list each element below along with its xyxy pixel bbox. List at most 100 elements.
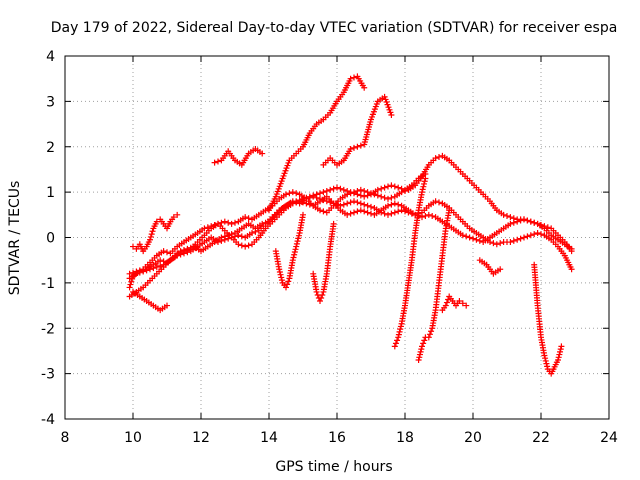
data-point [542,355,549,362]
data-point [466,234,473,241]
data-point [136,267,143,274]
data-point [446,207,453,214]
data-point [417,348,424,355]
data-point [544,363,551,370]
y-tick-label: 2 [46,140,55,156]
data-point [225,235,232,242]
y-tick-label: 4 [46,49,55,65]
data-point [396,328,403,335]
series-track-16 [531,261,565,377]
x-tick-label: 18 [396,430,414,446]
data-point [445,296,452,303]
data-point [463,233,470,240]
data-point [218,219,225,226]
data-point [147,233,154,240]
data-point [432,155,439,162]
data-point [221,236,228,243]
data-point [337,185,344,192]
data-point [164,302,170,309]
chart-title: Day 179 of 2022, Sidereal Day-to-day VTE… [51,20,618,36]
data-point [289,200,296,207]
data-point [242,214,249,221]
data-point [313,194,320,201]
data-point [391,200,398,207]
data-point [371,191,378,198]
data-point [228,220,235,227]
data-point [374,192,381,199]
data-point [421,337,428,344]
data-point [395,201,402,208]
data-point [391,209,398,216]
data-point [283,284,289,291]
data-point [538,231,544,238]
data-point [361,201,368,208]
data-point [184,246,191,253]
data-point [421,180,428,187]
data-point [211,222,218,229]
x-tick-label: 8 [61,430,70,446]
series-track-5 [130,211,181,255]
data-point [422,175,429,182]
data-point [456,298,463,305]
data-point [347,75,354,82]
data-point [473,236,480,243]
data-point [318,295,325,301]
data-point [531,219,538,226]
data-point [425,211,432,218]
data-point [357,186,364,193]
data-point [295,235,302,242]
data-point [395,334,402,341]
series-track-15 [476,257,504,277]
y-tick-label: 0 [46,231,55,247]
data-point [395,184,402,191]
data-point [388,194,395,201]
data-point [160,248,167,255]
data-point [143,267,150,274]
data-point [418,346,425,353]
data-point [327,186,334,193]
data-point [534,229,541,236]
data-point [204,224,211,231]
data-point [289,189,296,196]
data-point [284,281,291,288]
data-point [276,268,283,275]
data-point [361,84,368,91]
data-point [323,187,330,194]
data-point [126,270,133,277]
data-point [364,209,371,216]
data-point [330,220,337,227]
data-point [174,250,181,257]
series-track-9 [320,93,395,168]
data-point [361,208,368,215]
data-point [320,189,327,196]
data-point [357,200,364,207]
data-point [416,351,423,358]
data-point [381,184,388,191]
y-tick-label: -4 [41,412,55,428]
data-point [300,211,306,218]
data-point [521,216,527,223]
data-point [157,257,164,264]
data-point [555,357,561,364]
data-point [259,150,266,157]
data-point [470,235,476,242]
data-point [514,218,521,225]
data-point [245,215,252,222]
y-tick-labels: 4 3 2 1 0 -1 -2 -3 -4 [41,49,55,428]
data-point [351,74,357,81]
data-point [283,191,289,198]
data-point [374,186,381,193]
x-tick-label: 16 [328,430,346,446]
data-point [293,199,300,206]
data-point [391,343,398,350]
data-point [428,328,435,335]
data-point [385,202,391,209]
data-point [398,189,405,196]
data-point [459,232,466,239]
data-point [306,201,313,208]
data-point [327,199,334,206]
y-tick-label: 3 [46,94,55,110]
data-point [429,212,436,219]
data-point [153,263,160,270]
data-point [542,357,549,364]
